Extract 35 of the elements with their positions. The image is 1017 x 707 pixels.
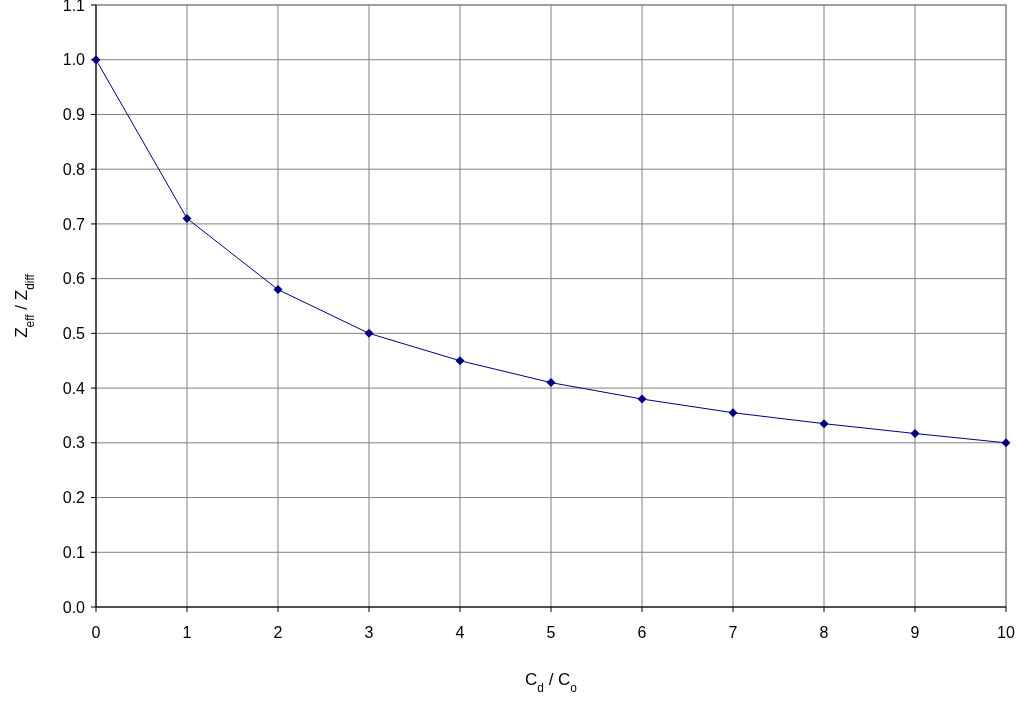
x-tick-label: 7 — [728, 624, 738, 641]
y-tick-label: 0.5 — [62, 324, 86, 342]
point — [819, 419, 829, 429]
x-tick-label: 2 — [273, 624, 283, 641]
y-tick-label: 0.1 — [62, 543, 86, 561]
x-tick-label: 5 — [546, 624, 556, 641]
y-tick-label: 1.0 — [62, 51, 86, 69]
x-tick-label: 4 — [455, 624, 465, 641]
x-tick-label: 6 — [637, 624, 647, 641]
y-tick-label: 0.7 — [62, 215, 86, 233]
point — [91, 55, 101, 65]
point — [546, 378, 556, 388]
point — [910, 429, 920, 439]
point — [455, 356, 465, 366]
y-tick-label: 0.8 — [62, 160, 86, 178]
x-tick-label: 8 — [819, 624, 829, 641]
x-tick-label: 3 — [364, 624, 374, 641]
x-tick-label: 0 — [91, 624, 101, 641]
x-axis-title: C$_{d}$ / C$_{o}$ — [525, 670, 578, 695]
y-tick-label: 0.4 — [62, 379, 86, 397]
x-tick-label: 1 — [182, 624, 192, 641]
point — [728, 408, 738, 418]
y-tick-label: 0.9 — [62, 106, 86, 124]
point — [364, 328, 374, 338]
y-tick-label: 0.6 — [62, 270, 86, 288]
point — [273, 285, 283, 295]
point — [182, 213, 192, 223]
y-tick-label: 0.3 — [62, 434, 86, 452]
y-tick-label: 0.0 — [62, 598, 86, 616]
x-tick-label: 9 — [910, 624, 920, 641]
point — [637, 394, 647, 404]
y-tick-label: 0.2 — [62, 489, 86, 507]
y-tick-label: 1.1 — [62, 0, 86, 14]
point — [1001, 438, 1011, 448]
x-tick-label: 10 — [997, 624, 1015, 641]
